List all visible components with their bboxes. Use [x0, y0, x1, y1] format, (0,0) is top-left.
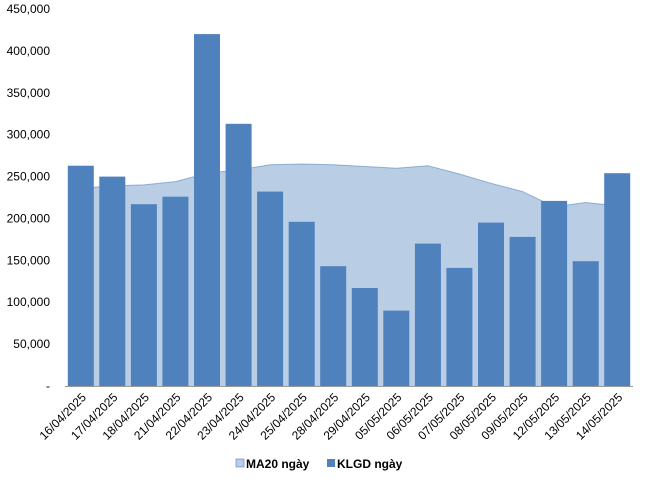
- bar-06/05/2025: [414, 243, 441, 386]
- y-tick-labels: - 50,000 100,000 150,000 200,000 250,000 300,0…: [7, 2, 51, 393]
- y-tick-label: -: [46, 379, 50, 393]
- bar-08/05/2025: [478, 222, 504, 386]
- klgd-bar-layer: [67, 34, 631, 387]
- y-tick-label: 100,000: [7, 295, 51, 309]
- ma20-area-layer: [80, 163, 618, 386]
- y-tick-label: 50,000: [13, 337, 50, 351]
- y-tick-label: 350,000: [7, 86, 51, 100]
- y-tick-label: 450,000: [7, 2, 51, 16]
- bar-25/04/2025: [288, 221, 315, 386]
- x-tick-labels: 16/04/202517/04/202518/04/202521/04/2025…: [37, 390, 626, 443]
- bar-07/05/2025: [446, 267, 473, 386]
- bar-14/05/2025: [604, 173, 631, 386]
- legend: MA20 ngày KLGD ngày: [235, 457, 403, 471]
- y-tick-label: 300,000: [7, 128, 51, 142]
- bar-21/04/2025: [162, 196, 189, 386]
- y-tick-label: 400,000: [7, 44, 51, 58]
- legend-swatch-ma20: [235, 458, 245, 468]
- y-tick-label: 250,000: [7, 170, 51, 184]
- legend-label-ma20: MA20 ngày: [246, 457, 310, 471]
- legend-label-klgd: KLGD ngày: [337, 457, 403, 471]
- bar-22/04/2025: [194, 34, 220, 386]
- legend-swatch-klgd: [327, 459, 335, 467]
- bar-24/04/2025: [257, 191, 284, 386]
- bar-05/05/2025: [383, 310, 410, 386]
- bar-18/04/2025: [130, 204, 157, 386]
- bar-23/04/2025: [225, 123, 252, 387]
- y-tick-label: 200,000: [7, 211, 51, 225]
- ma20-line: [80, 163, 618, 208]
- bar-09/05/2025: [509, 236, 536, 386]
- bar-12/05/2025: [541, 200, 568, 386]
- bar-29/04/2025: [351, 288, 378, 386]
- bar-13/05/2025: [572, 261, 599, 386]
- bar-17/04/2025: [99, 176, 126, 386]
- bar-16/04/2025: [67, 165, 94, 386]
- bar-28/04/2025: [320, 266, 347, 386]
- y-tick-label: 150,000: [7, 253, 51, 267]
- ma20-area: [80, 164, 618, 386]
